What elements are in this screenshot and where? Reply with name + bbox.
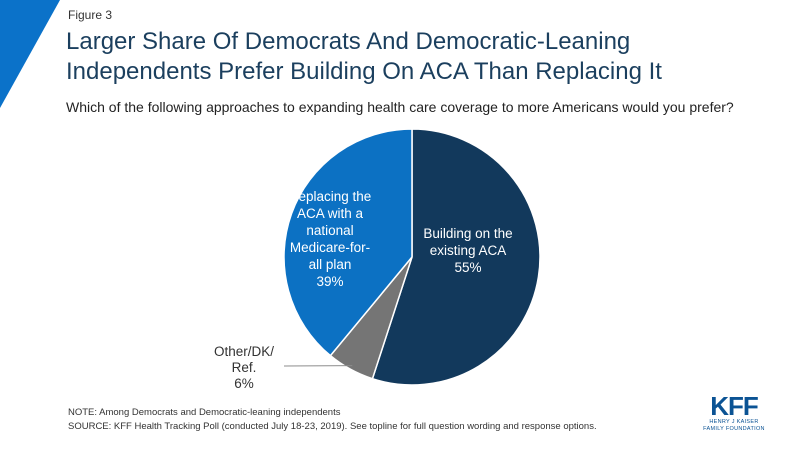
chart-title-line-2: Independents Prefer Building On ACA Than… (66, 58, 662, 85)
slice-category-label: Replacing the (289, 189, 372, 204)
kff-logo: KFF HENRY J KAISER FAMILY FOUNDATION (694, 393, 774, 433)
logo-line-2: FAMILY FOUNDATION (703, 426, 765, 432)
label-building-on-aca: Building on the existing ACA 55% (423, 226, 512, 275)
chart-title: Larger Share Of Democrats And Democratic… (66, 27, 786, 87)
footnotes: NOTE: Among Democrats and Democratic-lea… (68, 406, 597, 434)
slice-category-label: ACA with a (297, 206, 364, 221)
slice-category-label: all plan (309, 257, 352, 272)
slice-value-label: 6% (234, 376, 254, 391)
chart-title-line-1: Larger Share Of Democrats And Democratic… (66, 28, 631, 55)
chart-subtitle: Which of the following approaches to exp… (66, 99, 734, 115)
corner-accent-shape (0, 0, 60, 108)
slice-value-label: 55% (454, 260, 481, 275)
logo-line-1: HENRY J KAISER (709, 419, 759, 425)
note-text: NOTE: Among Democrats and Democratic-lea… (68, 407, 341, 418)
slice-category-label: existing ACA (430, 243, 507, 258)
slice-replacing-aca (283, 128, 413, 357)
slice-category-label: Ref. (232, 360, 257, 375)
logo-mark: KFF (710, 391, 759, 421)
slice-value-label: 39% (316, 274, 343, 289)
slice-category-label: Building on the (423, 226, 512, 241)
label-other-dk-ref: Other/DK/Ref. 6% (214, 344, 274, 391)
slice-category-label: Medicare-for- (290, 240, 370, 255)
slice-building-on-aca (371, 128, 541, 386)
slice-category-label: national (306, 223, 353, 238)
figure-label: Figure 3 (68, 8, 113, 22)
source-text: SOURCE: KFF Health Tracking Poll (conduc… (68, 421, 597, 432)
label-replacing-aca: Replacing the ACA with a national Medicare-… (289, 189, 372, 289)
slice-category-label: Other/DK/ (214, 344, 274, 359)
